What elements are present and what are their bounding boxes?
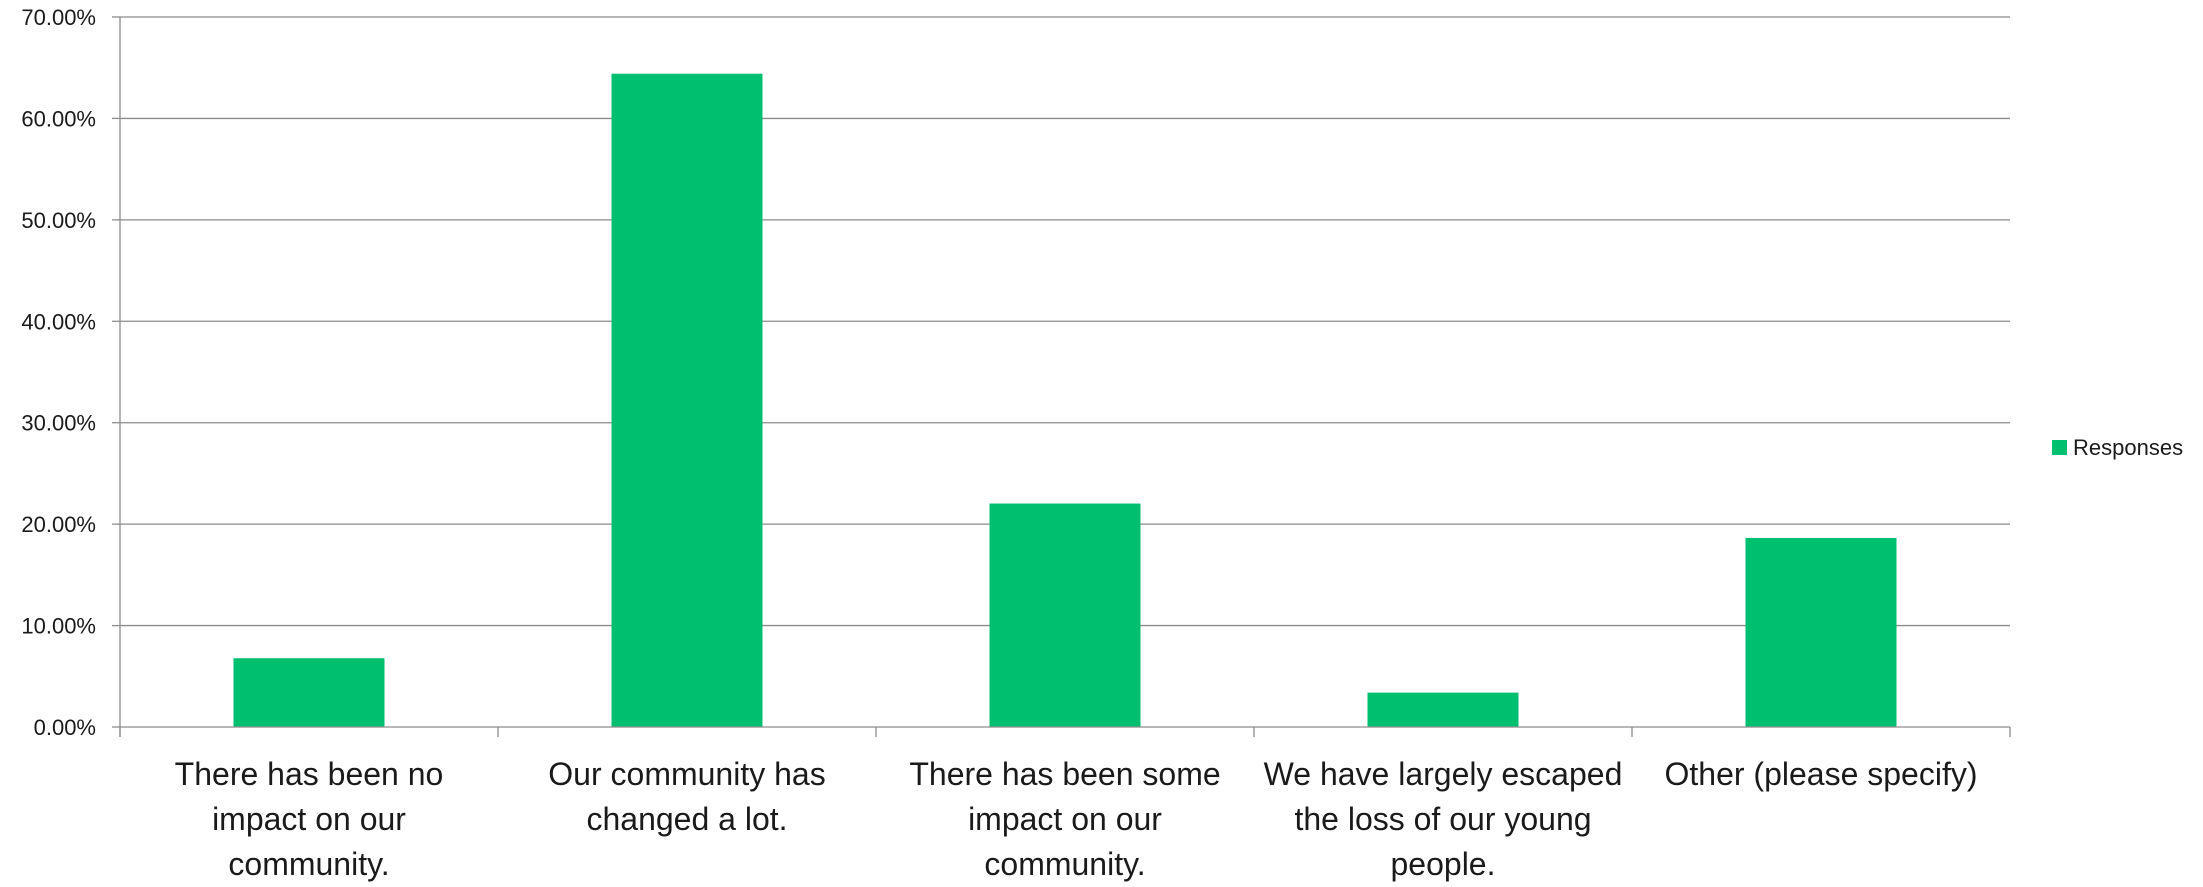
x-category-label-line: community. (984, 846, 1145, 882)
bars (233, 73, 1897, 728)
bar (233, 658, 385, 727)
legend: Responses (2052, 435, 2183, 460)
y-axis-tick-labels: 0.00% 10.00% 20.00% 30.00% 40.00% 50.00% 60.00… (21, 5, 96, 740)
x-category-label-line: We have largely escaped (1264, 756, 1623, 792)
x-category-label: We have largely escaped the loss of our y… (1264, 756, 1623, 882)
x-category-label-line: Other (please specify) (1664, 756, 1977, 792)
gridlines (120, 16, 2010, 627)
axes (112, 16, 2011, 737)
y-tick-label: 30.00% (21, 411, 96, 436)
x-category-label-line: There has been no (175, 756, 444, 792)
x-category-label-line: the loss of our young (1294, 801, 1591, 837)
y-tick-label: 40.00% (21, 309, 96, 334)
y-tick-label: 10.00% (21, 614, 96, 639)
x-category-label: There has been some impact on our communit… (909, 756, 1220, 882)
y-tick-label: 50.00% (21, 208, 96, 233)
x-category-label-line: people. (1391, 846, 1496, 882)
bar (989, 503, 1141, 727)
y-tick-label: 70.00% (21, 5, 96, 30)
bar (1745, 537, 1897, 727)
y-tick-label: 60.00% (21, 106, 96, 131)
legend-swatch (2052, 440, 2067, 455)
x-axis-category-labels: There has been no impact on our community.… (175, 756, 1978, 882)
bar (1367, 692, 1519, 727)
x-category-label-line: There has been some (909, 756, 1220, 792)
x-category-label: Other (please specify) (1664, 756, 1977, 792)
y-tick-label: 0.00% (34, 715, 96, 740)
x-category-label: There has been no impact on our community. (175, 756, 444, 882)
x-category-label-line: Our community has (548, 756, 825, 792)
x-category-label-line: impact on our (968, 801, 1162, 837)
x-category-label: Our community has changed a lot. (548, 756, 825, 837)
x-category-label-line: changed a lot. (586, 801, 787, 837)
legend-label: Responses (2073, 435, 2183, 460)
x-category-label-line: community. (228, 846, 389, 882)
y-tick-label: 20.00% (21, 512, 96, 537)
bar (611, 73, 763, 728)
x-category-label-line: impact on our (212, 801, 406, 837)
